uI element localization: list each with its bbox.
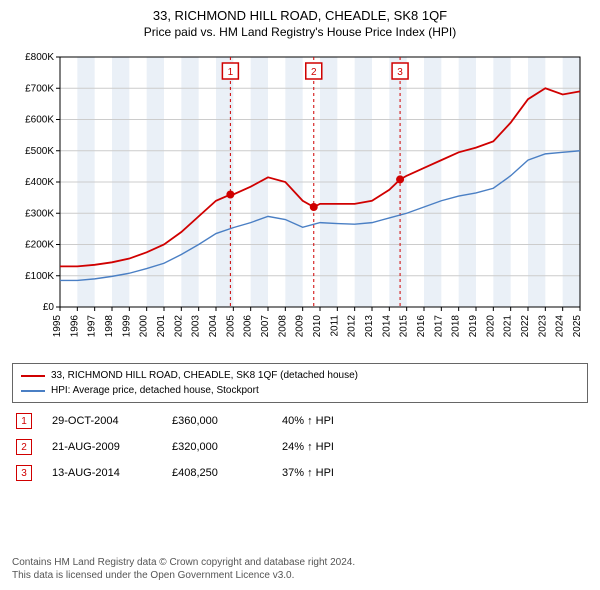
y-tick-label: £400K: [25, 177, 54, 188]
sale-marker-icon: 2: [16, 439, 32, 455]
x-tick-label: 2017: [433, 315, 444, 338]
x-tick-label: 2025: [572, 315, 583, 338]
x-tick-label: 2018: [451, 315, 462, 338]
x-tick-label: 2000: [139, 315, 150, 338]
legend-swatch-property: [21, 375, 45, 377]
x-tick-label: 1996: [69, 315, 80, 338]
chart-sale-marker-label: 2: [311, 67, 317, 78]
price-chart: £0 £100K £200K £300K £400K £500K £600K £700K £80…: [12, 47, 588, 357]
y-tick-label: £600K: [25, 115, 54, 126]
x-tick-label: 2014: [381, 315, 392, 338]
sale-date: 13-AUG-2014: [52, 467, 152, 479]
x-tick-label: 2002: [173, 315, 184, 338]
x-tick-label: 2024: [555, 315, 566, 338]
x-tick-label: 2015: [399, 315, 410, 338]
x-tick-label: 2004: [208, 315, 219, 338]
sale-price: £360,000: [172, 415, 262, 427]
x-tick-label: 2010: [312, 315, 323, 338]
x-tick-label: 2001: [156, 315, 167, 338]
x-tick-label: 2008: [277, 315, 288, 338]
footer-line-2: This data is licensed under the Open Gov…: [12, 569, 588, 582]
y-tick-label: £100K: [25, 271, 54, 282]
y-tick-label: £500K: [25, 146, 54, 157]
sales-row: 1 29-OCT-2004 £360,000 40% ↑ HPI: [12, 413, 588, 429]
x-tick-label: 2022: [520, 315, 531, 338]
x-tick-label: 2003: [191, 315, 202, 338]
x-tick-label: 2016: [416, 315, 427, 338]
sale-date: 29-OCT-2004: [52, 415, 152, 427]
sale-price: £408,250: [172, 467, 262, 479]
x-tick-label: 2007: [260, 315, 271, 338]
sales-row: 3 13-AUG-2014 £408,250 37% ↑ HPI: [12, 465, 588, 481]
page-subtitle: Price paid vs. HM Land Registry's House …: [12, 25, 588, 39]
legend-label-property: 33, RICHMOND HILL ROAD, CHEADLE, SK8 1QF…: [51, 368, 358, 383]
sale-date: 21-AUG-2009: [52, 441, 152, 453]
legend-row-hpi: HPI: Average price, detached house, Stoc…: [21, 383, 579, 398]
sale-price: £320,000: [172, 441, 262, 453]
x-tick-label: 2012: [347, 315, 358, 338]
footer-line-1: Contains HM Land Registry data © Crown c…: [12, 556, 588, 569]
x-tick-label: 1997: [87, 315, 98, 338]
chart-sale-marker-label: 1: [228, 67, 234, 78]
sale-pct: 40% ↑ HPI: [282, 415, 334, 427]
x-tick-label: 2021: [503, 315, 514, 338]
sales-row: 2 21-AUG-2009 £320,000 24% ↑ HPI: [12, 439, 588, 455]
x-tick-label: 2006: [243, 315, 254, 338]
page-title: 33, RICHMOND HILL ROAD, CHEADLE, SK8 1QF: [12, 8, 588, 23]
sale-marker-icon: 1: [16, 413, 32, 429]
sale-pct: 37% ↑ HPI: [282, 467, 334, 479]
y-tick-label: £300K: [25, 208, 54, 219]
chart-sale-marker-label: 3: [397, 67, 403, 78]
footer: Contains HM Land Registry data © Crown c…: [12, 556, 588, 582]
y-tick-label: £200K: [25, 240, 54, 251]
x-tick-label: 2013: [364, 315, 375, 338]
y-tick-label: £700K: [25, 83, 54, 94]
sale-marker-icon: 3: [16, 465, 32, 481]
x-tick-label: 2020: [485, 315, 496, 338]
legend-label-hpi: HPI: Average price, detached house, Stoc…: [51, 383, 259, 398]
legend: 33, RICHMOND HILL ROAD, CHEADLE, SK8 1QF…: [12, 363, 588, 403]
legend-swatch-hpi: [21, 390, 45, 392]
legend-row-property: 33, RICHMOND HILL ROAD, CHEADLE, SK8 1QF…: [21, 368, 579, 383]
x-tick-label: 1998: [104, 315, 115, 338]
x-tick-label: 2011: [329, 315, 340, 337]
chart-area: £0 £100K £200K £300K £400K £500K £600K £700K £80…: [12, 47, 588, 357]
sale-pct: 24% ↑ HPI: [282, 441, 334, 453]
y-tick-label: £0: [43, 302, 55, 313]
x-tick-label: 1995: [52, 315, 63, 338]
x-tick-label: 2023: [537, 315, 548, 338]
x-tick-label: 2009: [295, 315, 306, 338]
y-tick-label: £800K: [25, 52, 54, 63]
sales-table: 1 29-OCT-2004 £360,000 40% ↑ HPI 2 21-AUG-200…: [12, 413, 588, 491]
x-tick-label: 2005: [225, 315, 236, 338]
x-tick-label: 2019: [468, 315, 479, 338]
x-tick-label: 1999: [121, 315, 132, 338]
